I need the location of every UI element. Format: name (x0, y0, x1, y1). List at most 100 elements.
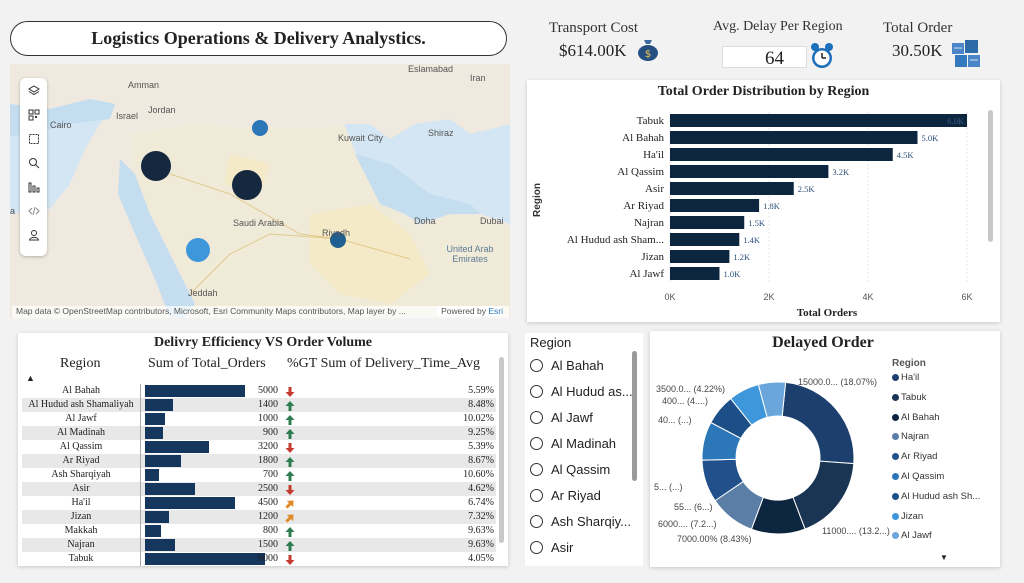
legend-label: Ha'il (901, 372, 920, 383)
x-tick-label: 4K (862, 292, 873, 302)
code-icon[interactable] (20, 201, 47, 221)
region-cell: Al Qassim (59, 441, 103, 452)
orders-bar (145, 385, 245, 397)
slicer-option-label: Al Qassim (551, 462, 611, 477)
legend-item[interactable]: Ar Riyad (892, 451, 937, 462)
table-row[interactable]: Tabuk 6000 4.05% (22, 552, 496, 566)
legend-item[interactable]: Al Qassim (892, 471, 944, 482)
orders-bar (145, 469, 159, 481)
slicer-option[interactable]: Al Bahah (530, 358, 604, 373)
chart-icon[interactable] (20, 177, 47, 197)
region-map[interactable]: Amman Israel Jordan Cairo Kuwait City Sh… (10, 64, 510, 318)
table-row[interactable]: Najran 1500 9.63% (22, 538, 496, 552)
slicer-option[interactable]: Al Jawf (530, 410, 593, 425)
bar-data-label: 1.4K (743, 235, 761, 245)
slicer-option-label: Al Jawf (551, 410, 593, 425)
slicer-option[interactable]: Al Hudud as... (530, 384, 633, 399)
table-row[interactable]: Asir 2500 4.62% (22, 482, 496, 496)
sort-asc-icon[interactable]: ▲ (26, 373, 35, 383)
radio-button[interactable] (530, 463, 543, 476)
slicer-option[interactable]: Asir (530, 540, 573, 555)
legend-dot-icon (892, 473, 899, 480)
region-cell: Ash Sharqiyah (51, 469, 111, 480)
legend-dot-icon (892, 512, 899, 520)
bar-data-label: 2.5K (798, 184, 816, 194)
col-header-region[interactable]: Region (60, 356, 101, 371)
y-tick-label: Al Bahah (622, 132, 664, 144)
radio-button[interactable] (530, 437, 543, 450)
table-row[interactable]: Al Hudud ash Shamaliyah 1400 8.48% (22, 398, 496, 412)
qr-code-icon[interactable] (20, 105, 47, 125)
slicer-option-label: Ar Riyad (551, 488, 601, 503)
map-label-iran: Iran (470, 73, 486, 83)
legend-item[interactable]: Al Jawf (892, 530, 932, 541)
table-scrollbar[interactable] (499, 357, 504, 543)
slicer-option[interactable]: Al Madinah (530, 436, 616, 451)
region-cell: Ar Riyad (62, 455, 100, 466)
y-tick-label: Asir (645, 183, 664, 195)
donut-slice-label: 3500.0... (4.22%) (656, 384, 726, 394)
region-slicer: Region Al Bahah Al Hudud as... Al Jawf Al M… (525, 333, 643, 566)
slicer-option[interactable]: Ar Riyad (530, 488, 601, 503)
legend-label: Najran (901, 431, 929, 443)
layers-icon[interactable] (20, 81, 47, 101)
table-row[interactable]: Ar Riyad 1800 8.67% (22, 454, 496, 468)
table-row[interactable]: Makkah 800 9.63% (22, 524, 496, 538)
radio-button[interactable] (530, 359, 543, 372)
table-row[interactable]: Ha'il 4500 6.74% (22, 496, 496, 510)
bar[interactable] (670, 267, 720, 280)
bar[interactable] (670, 199, 760, 212)
bar[interactable] (670, 233, 740, 246)
map-label-kuwait: Kuwait City (338, 133, 384, 143)
slicer-scrollbar[interactable] (632, 351, 637, 481)
orders-bar (145, 455, 181, 467)
table-row[interactable]: Al Madinah 900 9.25% (22, 426, 496, 440)
legend-item[interactable]: Ha'il (892, 372, 919, 383)
donut-slice[interactable] (781, 381, 855, 465)
esri-link[interactable]: Esri (488, 306, 503, 316)
legend-item[interactable]: Tabuk (892, 392, 926, 403)
bar-chart-scrollbar[interactable] (988, 110, 993, 242)
bar[interactable] (670, 250, 730, 263)
bar-chart[interactable]: 0K 2K 4K 6K Tabuk 6.0K Al Bahah 5.0K Ha'il 4.5K Al… (527, 80, 1000, 322)
slicer-option[interactable]: Ash Sharqiy... (530, 514, 631, 529)
radio-button[interactable] (530, 489, 543, 502)
bar[interactable] (670, 148, 893, 161)
legend-item[interactable]: Jizan (892, 511, 923, 522)
radio-button[interactable] (530, 515, 543, 528)
boxes-icon (950, 38, 982, 70)
bar[interactable] (670, 114, 967, 127)
table-row[interactable]: Al Qassim 3200 5.39% (22, 440, 496, 454)
legend-more-icon[interactable]: ▼ (940, 553, 948, 562)
bar-data-label: 3.2K (832, 167, 850, 177)
legend-item[interactable]: Al Hudud ash Sh... (892, 491, 980, 502)
col-header-orders[interactable]: Sum of Total_Orders (148, 356, 266, 371)
bar[interactable] (670, 216, 745, 229)
pct-cell: 6.74% (468, 497, 494, 508)
bar[interactable] (670, 131, 918, 144)
donut-legend-title: Region (892, 358, 926, 369)
col-header-pct[interactable]: %GT Sum of Delivery_Time_Avg (287, 356, 481, 371)
table-row[interactable]: Al Jawf 1000 10.02% (22, 412, 496, 426)
select-box-icon[interactable] (20, 129, 47, 149)
bar[interactable] (670, 182, 794, 195)
slicer-option[interactable]: Al Qassim (530, 462, 610, 477)
donut-chart[interactable] (650, 331, 1000, 567)
search-icon[interactable] (20, 153, 47, 173)
orders-cell: 4500 (258, 497, 278, 508)
donut-slice[interactable] (792, 460, 855, 530)
legend-label: Jizan (901, 510, 924, 522)
table-row[interactable]: Al Bahah 5000 5.59% (22, 384, 496, 398)
table-row[interactable]: Ash Sharqiyah 700 10.60% (22, 468, 496, 482)
legend-item[interactable]: Al Bahah (892, 412, 940, 423)
bar[interactable] (670, 165, 829, 178)
radio-button[interactable] (530, 541, 543, 554)
radio-button[interactable] (530, 385, 543, 398)
radio-button[interactable] (530, 411, 543, 424)
legend-dot-icon (892, 492, 899, 500)
donut-slice[interactable] (757, 381, 787, 419)
table-row[interactable]: Jizan 1200 7.32% (22, 510, 496, 524)
map-label-cairo: Cairo (50, 120, 72, 130)
legend-item[interactable]: Najran (892, 431, 929, 442)
user-icon[interactable] (20, 225, 47, 245)
